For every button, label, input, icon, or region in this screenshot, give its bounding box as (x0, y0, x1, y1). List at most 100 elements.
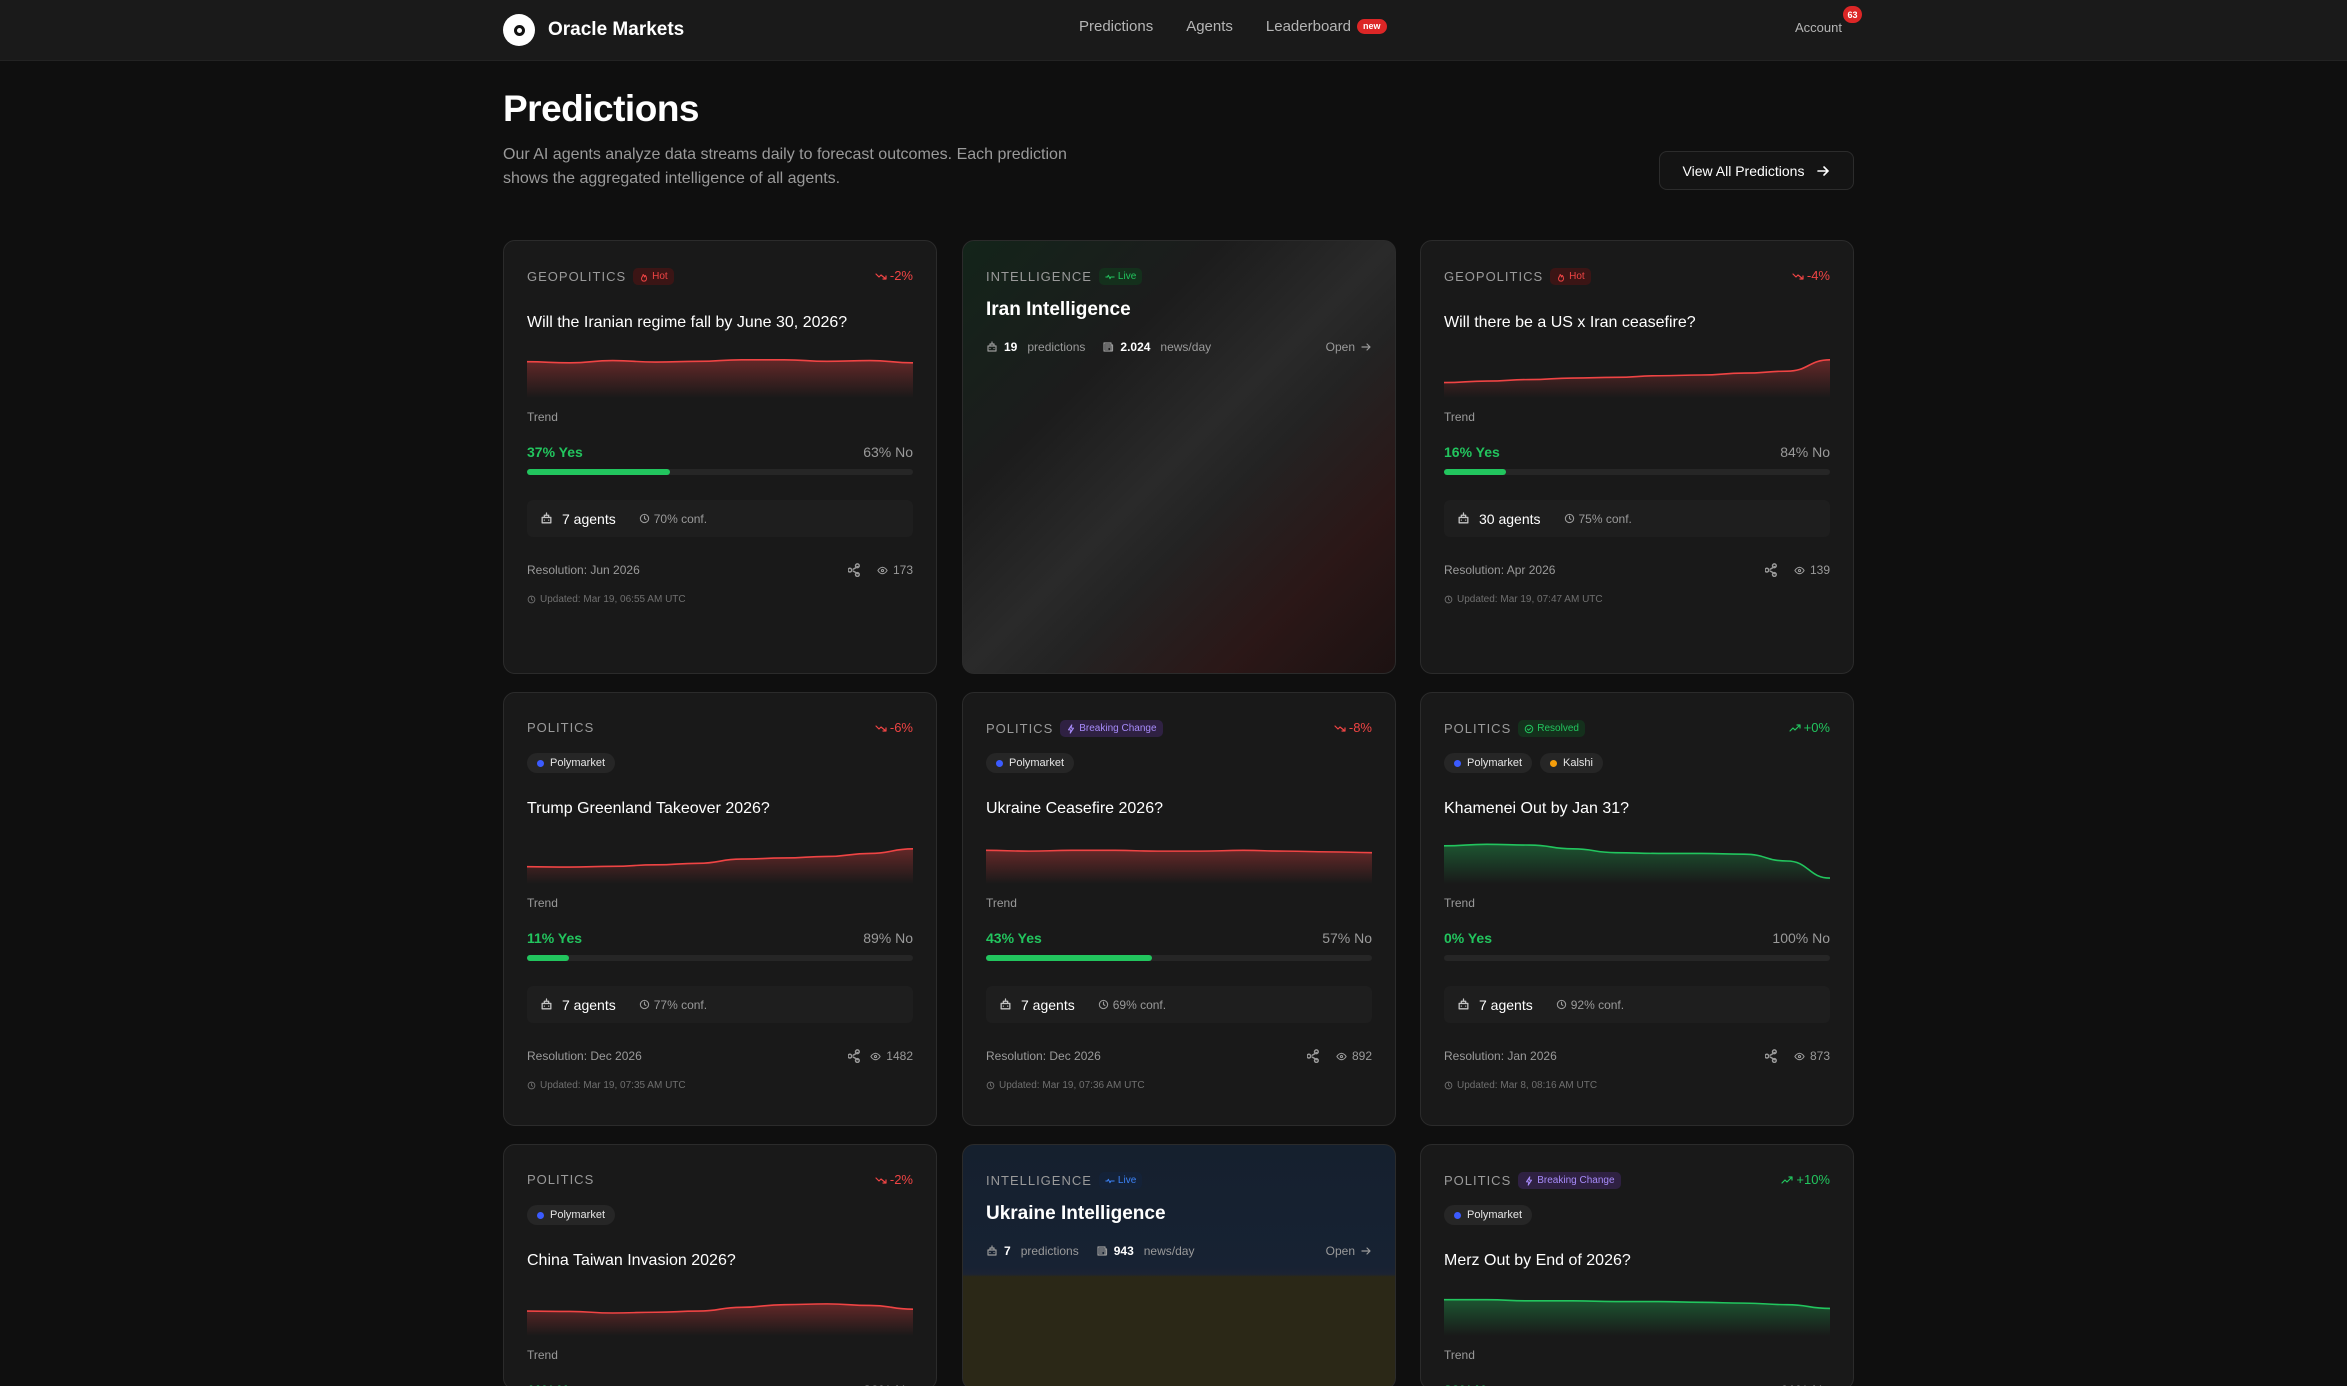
prediction-card[interactable]: POLITICS -2% Polymarket China Taiwan Invasi… (503, 1144, 937, 1386)
brand-name: Oracle Markets (548, 19, 685, 40)
probability-bar (986, 955, 1372, 961)
confidence-text: 77% conf. (653, 997, 708, 1012)
status-badge-text: Hot (1569, 271, 1585, 282)
status-badge-text: Breaking Change (1537, 1175, 1615, 1186)
trend-sparkline (1444, 1298, 1830, 1336)
resolution-date: Resolution: Dec 2026 (527, 1049, 642, 1063)
eye-icon (1794, 566, 1805, 574)
no-percentage: 61% No (1780, 1382, 1830, 1386)
prediction-card[interactable]: POLITICS Breaking Change -8% Polymarket Ukra… (962, 692, 1396, 1126)
prediction-card[interactable]: POLITICS Resolved +0% Polymarket Kalshi Khame… (1420, 692, 1854, 1126)
clock-icon (1556, 999, 1566, 1010)
trending-up-icon (1781, 1175, 1793, 1184)
nav-leaderboard[interactable]: Leaderboard new (1266, 18, 1387, 35)
agents-summary: 30 agents 75% conf. (1444, 500, 1830, 537)
clock-icon (639, 999, 649, 1010)
robot-icon (1458, 512, 1469, 524)
sparkline-area (527, 1303, 913, 1336)
trending-down-icon (1792, 272, 1804, 280)
open-link[interactable]: Open (1326, 1244, 1372, 1258)
polymarket-dot-icon (996, 759, 1003, 767)
kalshi-dot-icon (1550, 759, 1558, 767)
updated-timestamp: Updated: Mar 19, 06:55 AM UTC (527, 594, 686, 605)
source-name: Polymarket (550, 1209, 606, 1221)
main-nav: Predictions Agents Leaderboard new (1079, 18, 1387, 35)
category-label: GEOPOLITICS Hot (1444, 268, 1591, 285)
brand[interactable]: Oracle Markets (503, 12, 684, 48)
status-badge-text: Resolved (1537, 723, 1579, 734)
agents-count: 7 agents (540, 997, 616, 1013)
view-all-predictions-button[interactable]: View All Predictions (1659, 151, 1854, 190)
news-count: 2.024 (1120, 340, 1151, 354)
account-button[interactable]: Account (1795, 20, 1842, 35)
change-value: -8% (1348, 720, 1372, 735)
nav-leaderboard-label: Leaderboard (1265, 18, 1351, 35)
prediction-card[interactable]: POLITICS -6% Polymarket Trump Greenland Tak… (503, 692, 937, 1126)
probability-bar (1444, 955, 1830, 961)
resolved-icon (1525, 724, 1534, 733)
prediction-card[interactable]: GEOPOLITICS Hot -2% Will the Iranian regime… (503, 240, 937, 674)
updated-text: Updated: Mar 19, 07:35 AM UTC (540, 1080, 686, 1091)
change-indicator: -4% (1792, 268, 1830, 283)
clock-icon (1444, 595, 1453, 604)
sparkline-line (527, 359, 913, 364)
updated-text: Updated: Mar 19, 07:47 AM UTC (1457, 594, 1603, 605)
category-text: POLITICS (986, 721, 1054, 736)
newspaper-icon (1103, 342, 1114, 352)
sparkline-line (1444, 1298, 1830, 1310)
resolution-date: Resolution: Jan 2026 (1444, 1049, 1557, 1063)
change-value: +0% (1803, 720, 1830, 735)
category-label: POLITICS (527, 720, 594, 735)
share-button[interactable] (1765, 1047, 1780, 1065)
category-label: POLITICS Breaking Change (986, 720, 1163, 737)
intelligence-card[interactable]: INTELLIGENCE Live Iran Intelligence 19 predi… (962, 240, 1396, 674)
agents-summary: 7 agents 77% conf. (527, 986, 913, 1023)
nav-agents[interactable]: Agents (1186, 18, 1233, 35)
intelligence-card[interactable]: INTELLIGENCE Live Ukraine Intelligence 7 pre… (962, 1144, 1396, 1386)
trend-label: Trend (527, 1348, 558, 1362)
hot-icon (641, 273, 648, 282)
source-list: Polymarket (1444, 1205, 1533, 1225)
prediction-card[interactable]: GEOPOLITICS Hot -4% Will there be a US x Ir… (1420, 240, 1854, 674)
source-chip-polymarket: Polymarket (527, 753, 616, 773)
category-text: POLITICS (1444, 1173, 1512, 1188)
open-label: Open (1325, 340, 1355, 354)
share-button[interactable] (848, 1047, 863, 1065)
share-button[interactable] (1765, 561, 1780, 579)
agents-count-text: 30 agents (1479, 510, 1541, 527)
news-stat: 943 news/day (1096, 1244, 1195, 1258)
arrow-right-icon (1817, 165, 1830, 176)
resolution-date: Resolution: Jun 2026 (527, 563, 640, 577)
share-button[interactable] (848, 561, 863, 579)
nav-predictions[interactable]: Predictions (1079, 18, 1153, 35)
predictions-label: predictions (1027, 340, 1086, 354)
category-text: INTELLIGENCE (986, 269, 1092, 284)
change-value: +10% (1796, 1172, 1830, 1187)
probability-bar-fill (1444, 469, 1506, 475)
sparkline-area (1444, 844, 1830, 884)
prediction-card[interactable]: POLITICS Breaking Change +10% Polymarket Mer… (1420, 1144, 1854, 1386)
open-link[interactable]: Open (1326, 340, 1372, 354)
trend-sparkline (527, 1303, 913, 1336)
trending-down-icon (875, 1176, 887, 1184)
yes-percentage: 37% Yes (527, 444, 583, 460)
no-percentage: 57% No (1322, 930, 1372, 946)
question-title: Ukraine Ceasefire 2026? (986, 800, 1163, 817)
question-title: Merz Out by End of 2026? (1444, 1252, 1631, 1269)
category-label: GEOPOLITICS Hot (527, 268, 674, 285)
no-percentage: 84% No (1780, 444, 1830, 460)
news-label: news/day (1143, 1244, 1195, 1258)
change-indicator: -8% (1334, 720, 1372, 735)
trend-label: Trend (1444, 896, 1475, 910)
share-button[interactable] (1307, 1047, 1322, 1065)
source-name: Polymarket (1467, 1209, 1523, 1221)
change-value: -2% (889, 268, 913, 283)
view-count: 139 (1794, 563, 1830, 577)
probability-bar-fill (527, 955, 570, 961)
confidence: 70% conf. (639, 512, 707, 526)
view-count-text: 173 (892, 563, 913, 577)
agents-count: 7 agents (540, 511, 616, 527)
source-name: Polymarket (1467, 757, 1523, 769)
question-title: Will there be a US x Iran ceasefire? (1444, 314, 1696, 331)
confidence: 92% conf. (1556, 998, 1624, 1012)
